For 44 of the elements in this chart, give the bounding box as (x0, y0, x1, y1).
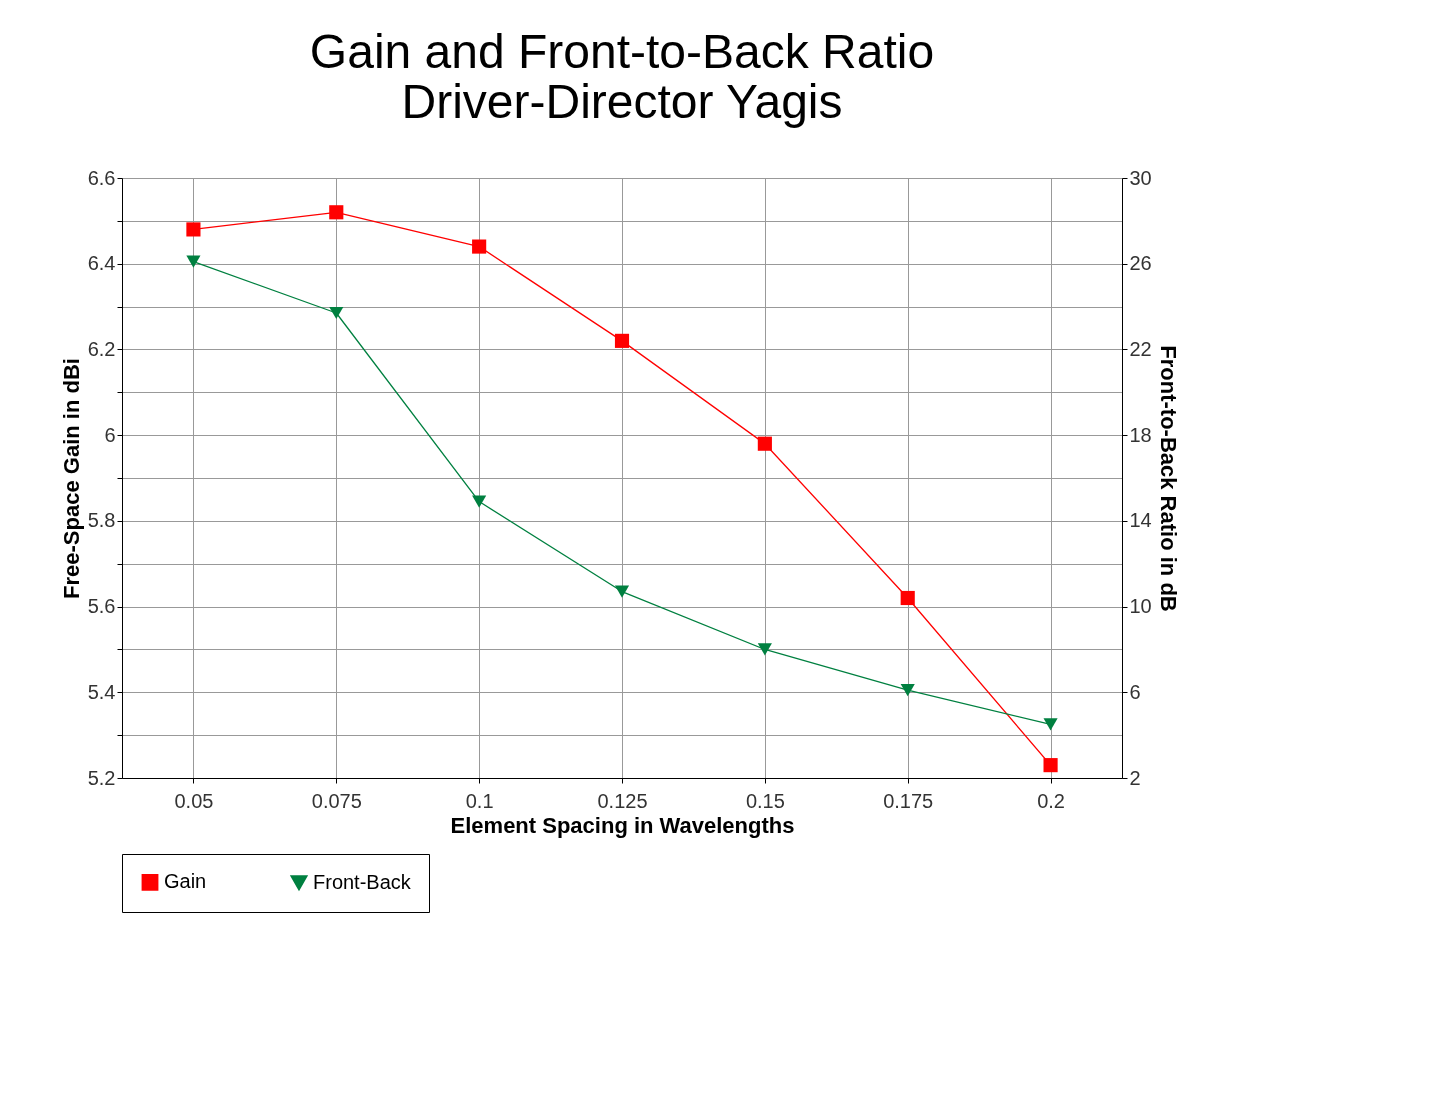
point (900, 590, 915, 606)
y2-tick-label: 18 (1129, 423, 1152, 446)
y-tick-label: 5.8 (87, 509, 116, 532)
x-tick-label: 0.175 (883, 789, 934, 812)
x-tick-label: 0.125 (597, 789, 648, 812)
y-tick-label: 6.4 (87, 252, 116, 275)
x-axis-title: Element Spacing in Wavelengths (450, 812, 795, 838)
point (329, 306, 344, 320)
y2-tick-label: 30 (1129, 166, 1152, 189)
y-axis-title: Free-Space Gain in dBi (58, 358, 84, 599)
point (186, 255, 201, 268)
x-tick-label: 0.05 (174, 789, 214, 812)
point (757, 643, 772, 656)
y2-tick-label: 22 (1129, 337, 1152, 360)
point (614, 333, 630, 348)
y-tick-label: 6 (104, 423, 116, 446)
point (472, 495, 487, 508)
y2-tick-label: 26 (1129, 252, 1152, 275)
y-tick-label: 5.2 (87, 766, 116, 789)
y-tick-label: 6.6 (87, 166, 116, 189)
point (900, 684, 915, 697)
y2-tick-label: 2 (1129, 766, 1141, 789)
y-tick-label: 6.2 (87, 337, 116, 360)
point (186, 222, 201, 237)
x-tick-label: 0.15 (745, 789, 785, 812)
text: Driver-Director Yagis (401, 75, 843, 128)
legend-label: Front-Back (313, 870, 412, 893)
y-tick-label: 5.4 (87, 680, 116, 703)
point (614, 585, 630, 598)
point (757, 436, 772, 451)
legend-label: Gain (164, 870, 207, 893)
y2-axis-title: Front-to-Back Ratio in dB (1155, 345, 1181, 612)
point (1043, 758, 1058, 773)
point (472, 239, 487, 254)
y2-tick-label: 14 (1129, 509, 1152, 532)
x-tick-label: 0.075 (311, 789, 362, 812)
text: Gain and Front-to-Back Ratio (309, 25, 935, 78)
point (1043, 718, 1058, 731)
x-tick-label: 0.2 (1037, 789, 1065, 812)
x-tick-label: 0.1 (465, 789, 494, 812)
y2-tick-label: 6 (1129, 680, 1141, 703)
point (329, 205, 344, 220)
y2-tick-label: 10 (1129, 595, 1152, 618)
y-tick-label: 5.6 (87, 595, 116, 618)
